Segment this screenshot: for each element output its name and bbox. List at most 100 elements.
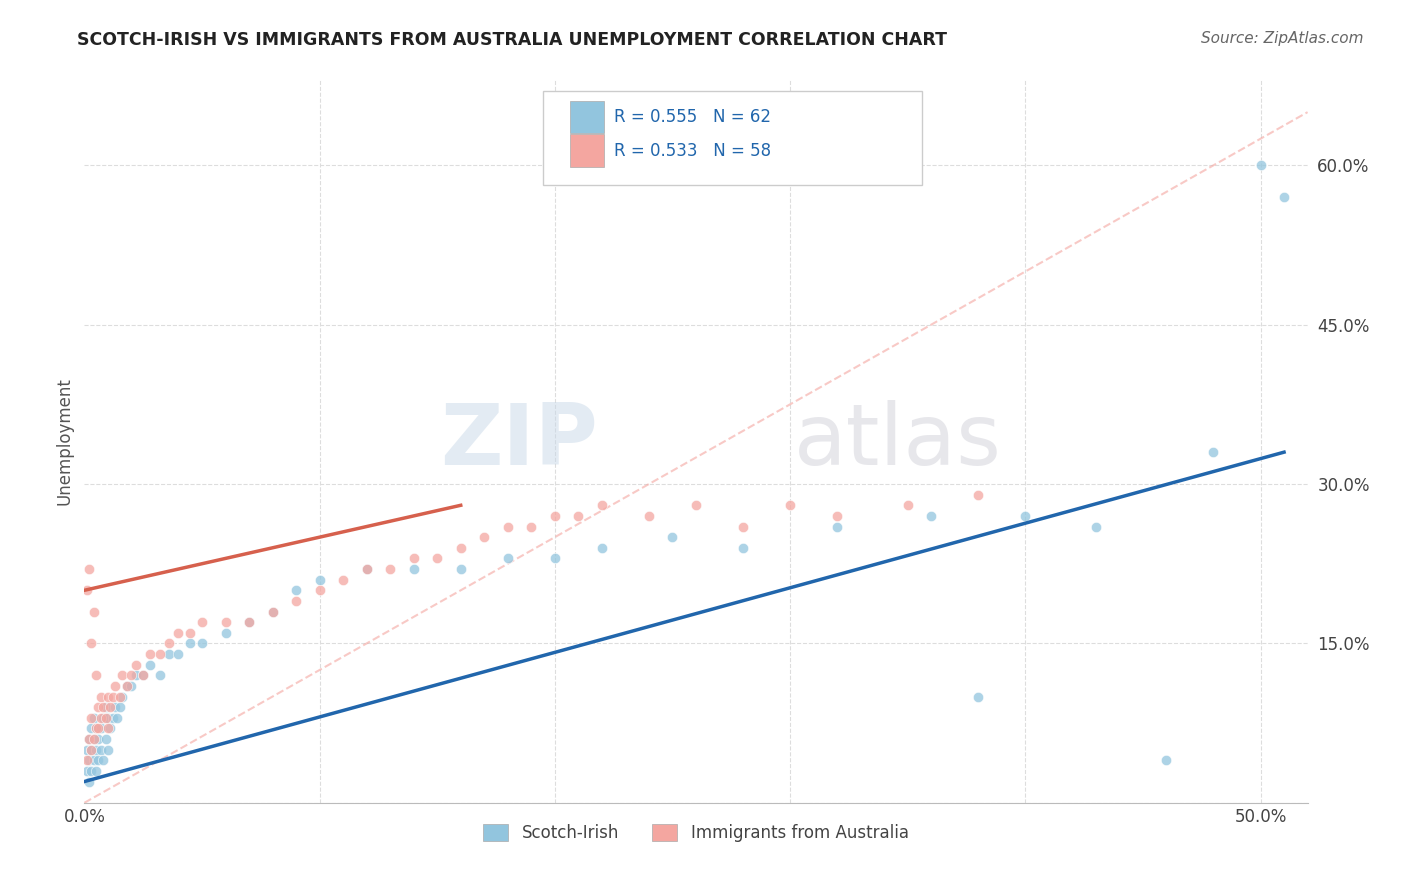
Point <box>262 605 284 619</box>
Point <box>779 498 801 512</box>
Point <box>661 530 683 544</box>
Point <box>308 573 330 587</box>
Point <box>426 551 449 566</box>
Point <box>496 551 519 566</box>
Point <box>825 519 848 533</box>
Point <box>80 742 103 756</box>
Point <box>897 498 920 512</box>
Point <box>76 764 98 778</box>
Text: R = 0.533   N = 58: R = 0.533 N = 58 <box>614 142 770 160</box>
Text: ZIP: ZIP <box>440 400 598 483</box>
Point <box>94 700 117 714</box>
Point <box>402 551 425 566</box>
Point <box>87 732 110 747</box>
Point <box>450 541 472 555</box>
Point <box>104 700 127 714</box>
Point <box>167 625 190 640</box>
Point <box>731 541 754 555</box>
Point <box>101 711 124 725</box>
Text: Source: ZipAtlas.com: Source: ZipAtlas.com <box>1201 31 1364 46</box>
Point <box>685 498 707 512</box>
Point <box>967 488 990 502</box>
Point <box>1272 190 1295 204</box>
Point <box>115 679 138 693</box>
Point <box>120 679 142 693</box>
Point <box>87 753 110 767</box>
Point <box>87 722 110 736</box>
Point <box>90 742 112 756</box>
FancyBboxPatch shape <box>569 101 605 133</box>
Point <box>157 636 180 650</box>
Point <box>97 722 120 736</box>
Point <box>76 583 98 598</box>
FancyBboxPatch shape <box>569 135 605 167</box>
Point <box>84 668 107 682</box>
Point <box>591 498 613 512</box>
Point <box>77 732 100 747</box>
Point <box>191 636 214 650</box>
Point <box>967 690 990 704</box>
Point <box>97 742 120 756</box>
Point <box>214 625 236 640</box>
Point <box>105 711 128 725</box>
Point <box>84 764 107 778</box>
Point <box>731 519 754 533</box>
Point <box>80 742 103 756</box>
Point <box>520 519 543 533</box>
Point <box>125 657 148 672</box>
Point <box>108 700 131 714</box>
Point <box>77 774 100 789</box>
Point <box>496 519 519 533</box>
Point <box>80 764 103 778</box>
Point <box>132 668 155 682</box>
Point <box>77 753 100 767</box>
Point <box>80 711 103 725</box>
Point <box>125 668 148 682</box>
Point <box>91 753 114 767</box>
Text: atlas: atlas <box>794 400 1002 483</box>
Point <box>104 679 127 693</box>
Point <box>157 647 180 661</box>
Point <box>90 711 112 725</box>
Point <box>90 722 112 736</box>
Point <box>285 594 308 608</box>
Point <box>84 722 107 736</box>
Point <box>179 636 201 650</box>
Point <box>591 541 613 555</box>
Point <box>108 690 131 704</box>
Point <box>238 615 260 630</box>
FancyBboxPatch shape <box>543 91 922 185</box>
Point <box>83 732 105 747</box>
Point <box>149 668 172 682</box>
Point <box>76 753 98 767</box>
Point <box>97 711 120 725</box>
Point <box>83 732 105 747</box>
Point <box>191 615 214 630</box>
Point <box>1250 158 1272 172</box>
Point <box>356 562 378 576</box>
Point <box>402 562 425 576</box>
Point <box>308 583 330 598</box>
Text: SCOTCH-IRISH VS IMMIGRANTS FROM AUSTRALIA UNEMPLOYMENT CORRELATION CHART: SCOTCH-IRISH VS IMMIGRANTS FROM AUSTRALI… <box>77 31 948 49</box>
Point <box>1084 519 1107 533</box>
Point <box>76 742 98 756</box>
Point <box>262 605 284 619</box>
Point <box>285 583 308 598</box>
Point <box>638 508 661 523</box>
Point <box>80 722 103 736</box>
Point <box>132 668 155 682</box>
Point <box>84 742 107 756</box>
Point <box>111 668 134 682</box>
Point <box>214 615 236 630</box>
Point <box>83 711 105 725</box>
Point <box>84 722 107 736</box>
Point <box>1202 445 1225 459</box>
Point <box>101 690 124 704</box>
Point <box>83 753 105 767</box>
Legend: Scotch-Irish, Immigrants from Australia: Scotch-Irish, Immigrants from Australia <box>477 817 915 848</box>
Point <box>94 732 117 747</box>
Point <box>77 562 100 576</box>
Point <box>97 690 120 704</box>
Point <box>567 508 589 523</box>
Point <box>98 700 121 714</box>
